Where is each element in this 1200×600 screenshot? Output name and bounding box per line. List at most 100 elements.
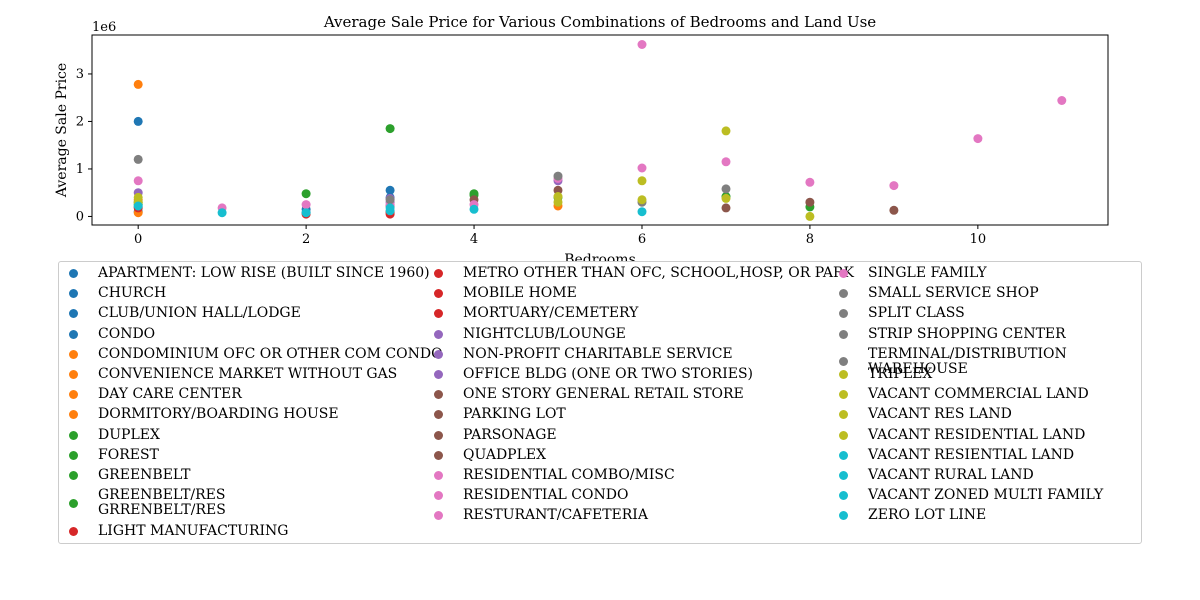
legend-item: RESTURANT/CAFETERIA: [434, 508, 648, 523]
legend-label: APARTMENT: LOW RISE (BUILT SINCE 1960): [98, 265, 430, 281]
data-point: [385, 203, 395, 213]
legend-label: NON-PROFIT CHARITABLE SERVICE: [463, 345, 733, 362]
legend-label: MORTUARY/CEMETERY: [463, 305, 639, 322]
legend-item: VACANT RESIDENTIAL LAND: [839, 427, 1085, 443]
chart-title: Average Sale Price for Various Combinati…: [323, 13, 876, 31]
legend-marker: [839, 329, 848, 339]
data-point: [637, 195, 647, 205]
data-point: [805, 211, 815, 221]
legend-label: ZERO LOT LINE: [868, 507, 987, 524]
legend-marker: [839, 357, 848, 367]
legend-marker: [434, 289, 443, 299]
legend-item: VACANT RES LAND: [839, 407, 1012, 422]
data-point: [553, 192, 563, 201]
legend-label: QUADPLEX: [463, 446, 547, 463]
legend-marker: [69, 410, 78, 420]
y-axis-label: Average Sale Price: [54, 63, 70, 198]
legend-item: METRO OTHER THAN OFC, SCHOOL,HOSP, OR PA…: [434, 266, 854, 281]
legend-item: MOBILE HOME: [434, 286, 577, 301]
legend-marker: [434, 511, 443, 521]
legend-item: MORTUARY/CEMETERY: [434, 306, 638, 321]
data-point: [133, 79, 143, 89]
legend-marker: [69, 349, 78, 359]
legend-label: VACANT RURAL LAND: [868, 467, 1034, 483]
data-point: [133, 176, 143, 186]
legend-label: NIGHTCLUB/LOUNGE: [463, 325, 626, 342]
legend-marker: [434, 471, 443, 480]
legend-item: PARKING LOT: [434, 407, 566, 422]
data-point: [721, 184, 731, 194]
legend-marker: [839, 471, 848, 480]
legend-label: VACANT COMMERCIAL LAND: [868, 386, 1089, 403]
data-point: [133, 116, 143, 126]
legend-label: ONE STORY GENERAL RETAIL STORE: [463, 386, 744, 403]
legend-item: DORMITORY/BOARDING HOUSE: [69, 407, 339, 422]
legend-label: OFFICE BLDG (ONE OR TWO STORIES): [463, 366, 753, 382]
legend-label: GREENBELT: [98, 467, 191, 483]
x-tick-label: 6: [638, 232, 646, 247]
legend-label: PARSONAGE: [463, 426, 557, 443]
data-point: [217, 208, 227, 218]
data-point: [721, 157, 731, 167]
data-point: [805, 177, 815, 187]
legend-marker: [839, 289, 848, 299]
legend-item: CONDO: [69, 326, 155, 342]
legend-label: METRO OTHER THAN OFC, SCHOOL,HOSP, OR PA…: [463, 265, 854, 281]
legend-marker: [434, 329, 443, 339]
legend-label: GREENBELT/RES GRRENBELT/RES: [98, 487, 226, 519]
axis-ticks: 0 2 4 6 8 10 0 1 2 3: [76, 67, 986, 247]
legend-item: VACANT RURAL LAND: [839, 468, 1034, 483]
legend-label: DAY CARE CENTER: [98, 386, 242, 403]
y-tick-label: 3: [76, 67, 84, 82]
data-points: [133, 40, 1067, 221]
legend-label: SMALL SERVICE SHOP: [868, 285, 1039, 302]
legend-item: GREENBELT: [69, 468, 190, 483]
data-point: [133, 154, 143, 164]
legend-label: PARKING LOT: [463, 406, 566, 423]
legend-label: VACANT RES LAND: [868, 406, 1012, 423]
data-point: [721, 203, 731, 213]
legend-label: FOREST: [98, 446, 159, 463]
legend-item: TRIPLEX: [839, 367, 932, 382]
data-point: [385, 124, 395, 134]
legend-label: RESIDENTIAL CONDO: [463, 487, 629, 504]
data-point: [637, 163, 647, 173]
legend-marker: [434, 430, 443, 440]
legend-label: CONDOMINIUM OFC OR OTHER COM CONDO: [98, 345, 443, 362]
legend-item: DAY CARE CENTER: [69, 387, 242, 402]
legend-marker: [69, 430, 78, 440]
data-point: [889, 205, 899, 215]
legend-marker: [434, 491, 443, 501]
legend-marker: [839, 410, 848, 420]
legend-label: CHURCH: [98, 285, 167, 302]
y-tick-label: 1: [76, 162, 84, 177]
legend-marker: [839, 269, 848, 278]
legend-marker: [434, 370, 443, 379]
data-point: [721, 193, 731, 203]
x-tick-label: 2: [302, 232, 310, 247]
legend-item: SMALL SERVICE SHOP: [839, 286, 1039, 301]
legend-item: SPLIT CLASS: [839, 306, 965, 321]
legend-label: DORMITORY/BOARDING HOUSE: [98, 406, 339, 423]
legend-marker: [69, 289, 78, 299]
legend-marker: [434, 450, 443, 460]
legend-label: VACANT RESIENTIAL LAND: [868, 446, 1075, 463]
legend-marker: [69, 269, 78, 278]
data-point: [469, 204, 479, 214]
data-point: [553, 171, 563, 181]
data-point: [1057, 96, 1067, 105]
x-tick-label: 8: [806, 232, 814, 247]
legend-label: VACANT ZONED MULTI FAMILY: [868, 487, 1104, 504]
legend-item: ONE STORY GENERAL RETAIL STORE: [434, 387, 744, 402]
legend-marker: [839, 491, 848, 501]
legend-item: VACANT ZONED MULTI FAMILY: [839, 488, 1103, 503]
legend-item: RESIDENTIAL COMBO/MISC: [434, 468, 675, 483]
legend-marker: [434, 349, 443, 359]
x-tick-label: 4: [470, 232, 478, 247]
legend-item: CONVENIENCE MARKET WITHOUT GAS: [69, 367, 397, 382]
data-point: [721, 126, 731, 136]
legend-item: NON-PROFIT CHARITABLE SERVICE: [434, 345, 733, 362]
legend-label: RESIDENTIAL COMBO/MISC: [463, 467, 675, 483]
data-point: [133, 192, 143, 202]
